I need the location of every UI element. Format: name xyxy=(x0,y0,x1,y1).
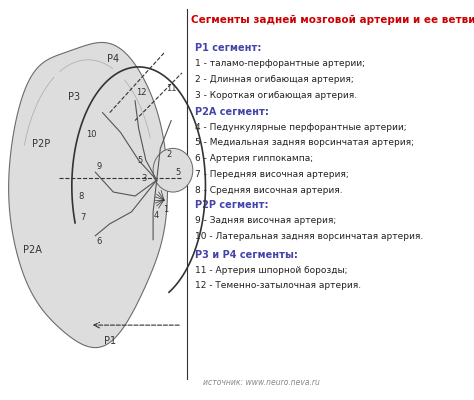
Text: P4: P4 xyxy=(107,54,119,64)
Text: 9: 9 xyxy=(96,162,101,171)
Text: 4 - Педункулярные перфорантные артерии;: 4 - Педункулярные перфорантные артерии; xyxy=(195,122,406,132)
Text: Р3 и Р4 сегменты:: Р3 и Р4 сегменты: xyxy=(195,250,298,260)
Text: источник: www.neuro.neva.ru: источник: www.neuro.neva.ru xyxy=(203,378,320,387)
Text: 2: 2 xyxy=(167,150,172,159)
Text: 5: 5 xyxy=(176,168,181,177)
Text: 7 - Передняя височная артерия;: 7 - Передняя височная артерия; xyxy=(195,170,348,179)
Text: Р2А сегмент:: Р2А сегмент: xyxy=(195,107,268,117)
Text: 10 - Латеральная задняя ворсинчатая артерия.: 10 - Латеральная задняя ворсинчатая арте… xyxy=(195,232,423,241)
Text: 6 - Артерия гиппокампа;: 6 - Артерия гиппокампа; xyxy=(195,154,313,163)
Text: P1 сегмент:: P1 сегмент: xyxy=(195,43,261,53)
Text: 1 - таламо-перфорантные артерии;: 1 - таламо-перфорантные артерии; xyxy=(195,59,365,68)
Text: 10: 10 xyxy=(86,130,97,139)
Circle shape xyxy=(153,148,193,192)
Text: P1: P1 xyxy=(104,336,116,346)
Text: Р2Р сегмент:: Р2Р сегмент: xyxy=(195,200,268,210)
Text: 12 - Теменно-затылочная артерия.: 12 - Теменно-затылочная артерия. xyxy=(195,282,361,290)
Text: P3: P3 xyxy=(68,92,80,102)
Text: P2P: P2P xyxy=(32,139,50,149)
Text: 5: 5 xyxy=(138,156,143,165)
Text: 1: 1 xyxy=(163,206,168,214)
Text: 8 - Средняя височная артерия.: 8 - Средняя височная артерия. xyxy=(195,186,342,195)
Text: 11: 11 xyxy=(166,84,176,93)
Text: 5 - Медиальная задняя ворсинчатая артерия;: 5 - Медиальная задняя ворсинчатая артери… xyxy=(195,138,414,148)
Text: 2 - Длинная огибающая артерия;: 2 - Длинная огибающая артерия; xyxy=(195,75,354,84)
Text: 12: 12 xyxy=(137,88,147,97)
Text: P2A: P2A xyxy=(23,245,42,255)
Text: Сегменты задней мозговой артерии и ее ветви: Сегменты задней мозговой артерии и ее ве… xyxy=(191,15,474,25)
Text: 3 - Короткая огибающая артерия.: 3 - Короткая огибающая артерия. xyxy=(195,91,357,100)
Text: 9 - Задняя височная артерия;: 9 - Задняя височная артерия; xyxy=(195,216,336,225)
Text: 6: 6 xyxy=(96,237,101,246)
Polygon shape xyxy=(9,42,167,348)
Text: 8: 8 xyxy=(78,192,83,200)
Text: 3: 3 xyxy=(141,174,147,183)
Text: 11 - Артерия шпорной борозды;: 11 - Артерия шпорной борозды; xyxy=(195,266,347,274)
Text: 4: 4 xyxy=(154,211,159,220)
Text: 7: 7 xyxy=(80,213,85,222)
